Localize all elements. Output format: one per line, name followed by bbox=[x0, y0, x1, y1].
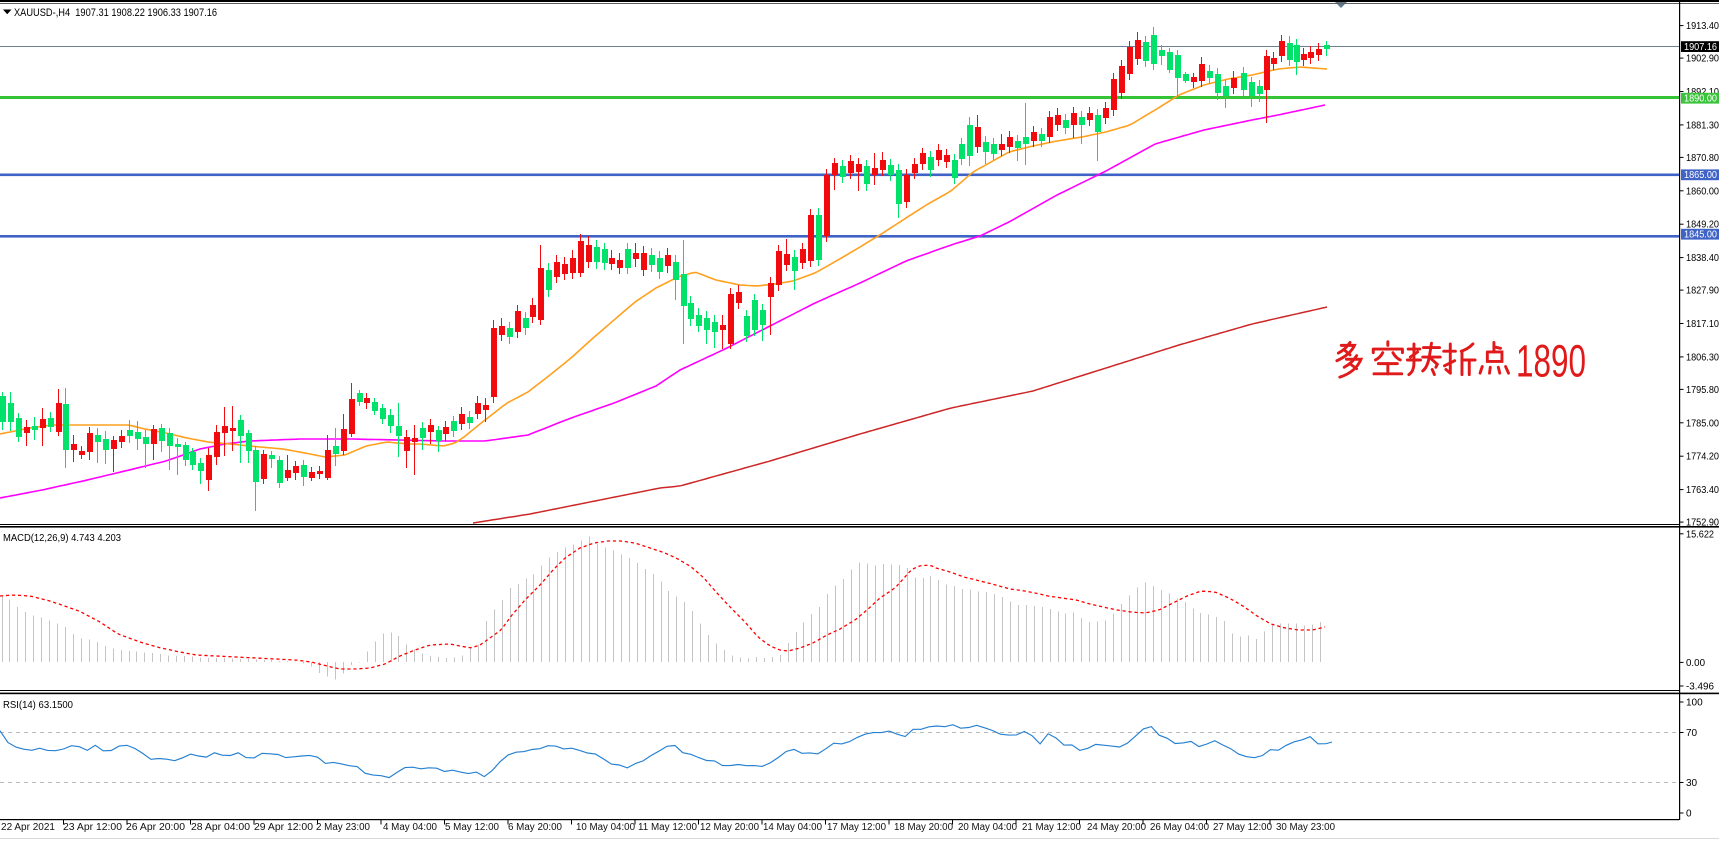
svg-text:-3.496: -3.496 bbox=[1686, 682, 1714, 693]
svg-text:70: 70 bbox=[1686, 728, 1698, 739]
svg-text:1849.20: 1849.20 bbox=[1686, 220, 1719, 231]
svg-text:0.00: 0.00 bbox=[1686, 658, 1705, 669]
svg-text:1806.30: 1806.30 bbox=[1686, 352, 1719, 363]
svg-text:1774.20: 1774.20 bbox=[1686, 452, 1719, 463]
svg-text:11 May 12:00: 11 May 12:00 bbox=[638, 822, 697, 833]
svg-text:6 May 20:00: 6 May 20:00 bbox=[508, 822, 562, 833]
svg-text:1892.10: 1892.10 bbox=[1686, 87, 1719, 98]
svg-text:1890: 1890 bbox=[1516, 336, 1586, 387]
svg-text:1752.90: 1752.90 bbox=[1686, 518, 1719, 529]
svg-text:1870.80: 1870.80 bbox=[1686, 153, 1719, 164]
svg-text:XAUUSD-,H4 1907.31 1908.22 19: XAUUSD-,H4 1907.31 1908.22 1906.33 1907.… bbox=[14, 7, 217, 19]
svg-text:30 May 23:00: 30 May 23:00 bbox=[1276, 822, 1335, 833]
svg-text:1838.40: 1838.40 bbox=[1686, 253, 1719, 264]
svg-text:1845.00: 1845.00 bbox=[1684, 230, 1717, 241]
svg-text:4 May 04:00: 4 May 04:00 bbox=[383, 822, 437, 833]
svg-text:28 Apr 04:00: 28 Apr 04:00 bbox=[191, 822, 250, 833]
svg-text:21 May 12:00: 21 May 12:00 bbox=[1022, 822, 1081, 833]
svg-text:1817.10: 1817.10 bbox=[1686, 319, 1719, 330]
svg-text:1902.90: 1902.90 bbox=[1686, 54, 1719, 65]
svg-text:1890.00: 1890.00 bbox=[1684, 94, 1717, 105]
svg-text:RSI(14) 63.1500: RSI(14) 63.1500 bbox=[3, 699, 73, 711]
svg-text:29 Apr 12:00: 29 Apr 12:00 bbox=[254, 822, 313, 833]
svg-text:22 Apr 2021: 22 Apr 2021 bbox=[1, 822, 55, 833]
svg-text:18 May 20:00: 18 May 20:00 bbox=[894, 822, 953, 833]
svg-text:27 May 12:00: 27 May 12:00 bbox=[1213, 822, 1272, 833]
svg-text:12 May 20:00: 12 May 20:00 bbox=[700, 822, 759, 833]
svg-text:5 May 12:00: 5 May 12:00 bbox=[445, 822, 499, 833]
svg-text:15.622: 15.622 bbox=[1686, 529, 1714, 540]
svg-text:26 May 04:00: 26 May 04:00 bbox=[1150, 822, 1209, 833]
svg-text:30: 30 bbox=[1686, 778, 1698, 789]
svg-text:14 May 04:00: 14 May 04:00 bbox=[763, 822, 822, 833]
svg-text:2 May 23:00: 2 May 23:00 bbox=[316, 822, 370, 833]
svg-text:1865.00: 1865.00 bbox=[1684, 170, 1717, 181]
svg-text:1795.80: 1795.80 bbox=[1686, 385, 1719, 396]
svg-text:10 May 04:00: 10 May 04:00 bbox=[576, 822, 635, 833]
svg-text:24 May 20:00: 24 May 20:00 bbox=[1087, 822, 1146, 833]
svg-text:26 Apr 20:00: 26 Apr 20:00 bbox=[126, 822, 185, 833]
svg-text:1827.90: 1827.90 bbox=[1686, 286, 1719, 297]
svg-text:1907.16: 1907.16 bbox=[1684, 42, 1717, 53]
svg-text:20 May 04:00: 20 May 04:00 bbox=[958, 822, 1017, 833]
svg-text:MACD(12,26,9) 4.743 4.203: MACD(12,26,9) 4.743 4.203 bbox=[3, 532, 121, 544]
svg-text:1913.40: 1913.40 bbox=[1686, 21, 1719, 32]
svg-text:1881.30: 1881.30 bbox=[1686, 120, 1719, 131]
svg-text:100: 100 bbox=[1686, 698, 1703, 709]
svg-text:1860.00: 1860.00 bbox=[1686, 186, 1719, 197]
svg-text:1785.00: 1785.00 bbox=[1686, 418, 1719, 429]
svg-text:1763.40: 1763.40 bbox=[1686, 485, 1719, 496]
svg-text:0: 0 bbox=[1686, 809, 1692, 820]
svg-text:17 May 12:00: 17 May 12:00 bbox=[827, 822, 886, 833]
svg-text:23 Apr 12:00: 23 Apr 12:00 bbox=[63, 822, 122, 833]
